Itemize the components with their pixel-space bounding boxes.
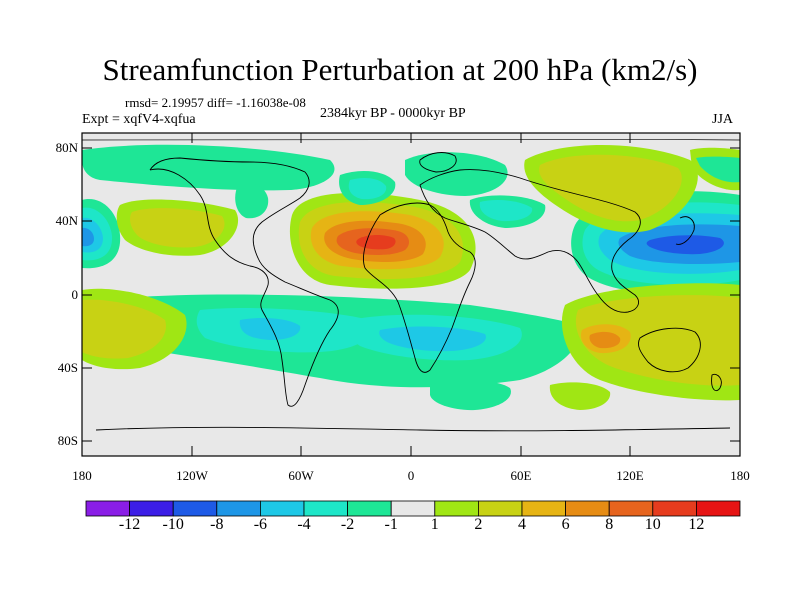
colorbar-label: -4 (297, 516, 310, 534)
colorbar-label: 2 (474, 516, 482, 534)
colorbar-box (130, 501, 174, 516)
lon-label-60w: 60W (288, 468, 313, 484)
colorbar-label: -12 (119, 516, 140, 534)
lon-label-120w: 120W (176, 468, 208, 484)
colorbar-box (173, 501, 217, 516)
contour-field (82, 133, 740, 456)
colorbar-label: -10 (163, 516, 184, 534)
lon-label-180w: 180 (72, 468, 92, 484)
colorbar-box (609, 501, 653, 516)
colorbar-label: -2 (341, 516, 354, 534)
lat-label-40n: 40N (38, 213, 78, 229)
colorbar-label: 8 (605, 516, 613, 534)
lon-label-120e: 120E (616, 468, 643, 484)
lon-label-0: 0 (408, 468, 415, 484)
colorbar-box (478, 501, 522, 516)
lat-label-40s: 40S (38, 360, 78, 376)
colorbar-box (653, 501, 697, 516)
colorbar-box (304, 501, 348, 516)
colorbar-box (391, 501, 435, 516)
colorbar-box (522, 501, 566, 516)
colorbar-box (435, 501, 479, 516)
colorbar-box (566, 501, 610, 516)
colorbar-label: 6 (562, 516, 570, 534)
colorbar-label: 10 (645, 516, 661, 534)
colorbar-box (348, 501, 392, 516)
colorbar-label: 1 (431, 516, 439, 534)
colorbar-box (217, 501, 261, 516)
lat-label-80s: 80S (38, 433, 78, 449)
lat-label-80n: 80N (38, 140, 78, 156)
colorbar-label: 4 (518, 516, 526, 534)
colorbar-box (86, 501, 130, 516)
lat-label-0: 0 (38, 287, 78, 303)
colorbar-label: 12 (688, 516, 704, 534)
lon-label-60e: 60E (511, 468, 532, 484)
map-figure (0, 0, 800, 600)
colorbar-box (260, 501, 304, 516)
colorbar-label: -8 (210, 516, 223, 534)
colorbar (86, 501, 740, 516)
colorbar-box (696, 501, 740, 516)
lon-label-180e: 180 (730, 468, 750, 484)
colorbar-label: -6 (254, 516, 267, 534)
colorbar-label: -1 (385, 516, 398, 534)
